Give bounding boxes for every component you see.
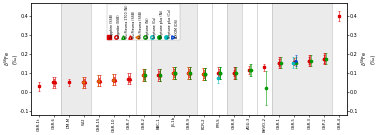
Bar bbox=[152, 3, 197, 115]
Bar bbox=[272, 3, 332, 115]
Bar bbox=[226, 3, 242, 115]
Legend: Sapphire (SSB), Isoprobe (SSB), Nu Plasma 1700 (Ni), Nu Plasma (SSB), Nu Plasma : Sapphire (SSB), Isoprobe (SSB), Nu Plasm… bbox=[107, 4, 180, 40]
Bar bbox=[61, 3, 91, 115]
Y-axis label: $\delta^{56}$Fe
(‰): $\delta^{56}$Fe (‰) bbox=[3, 51, 18, 66]
Y-axis label: $\delta^{56}$Fe
(‰): $\delta^{56}$Fe (‰) bbox=[360, 51, 375, 66]
